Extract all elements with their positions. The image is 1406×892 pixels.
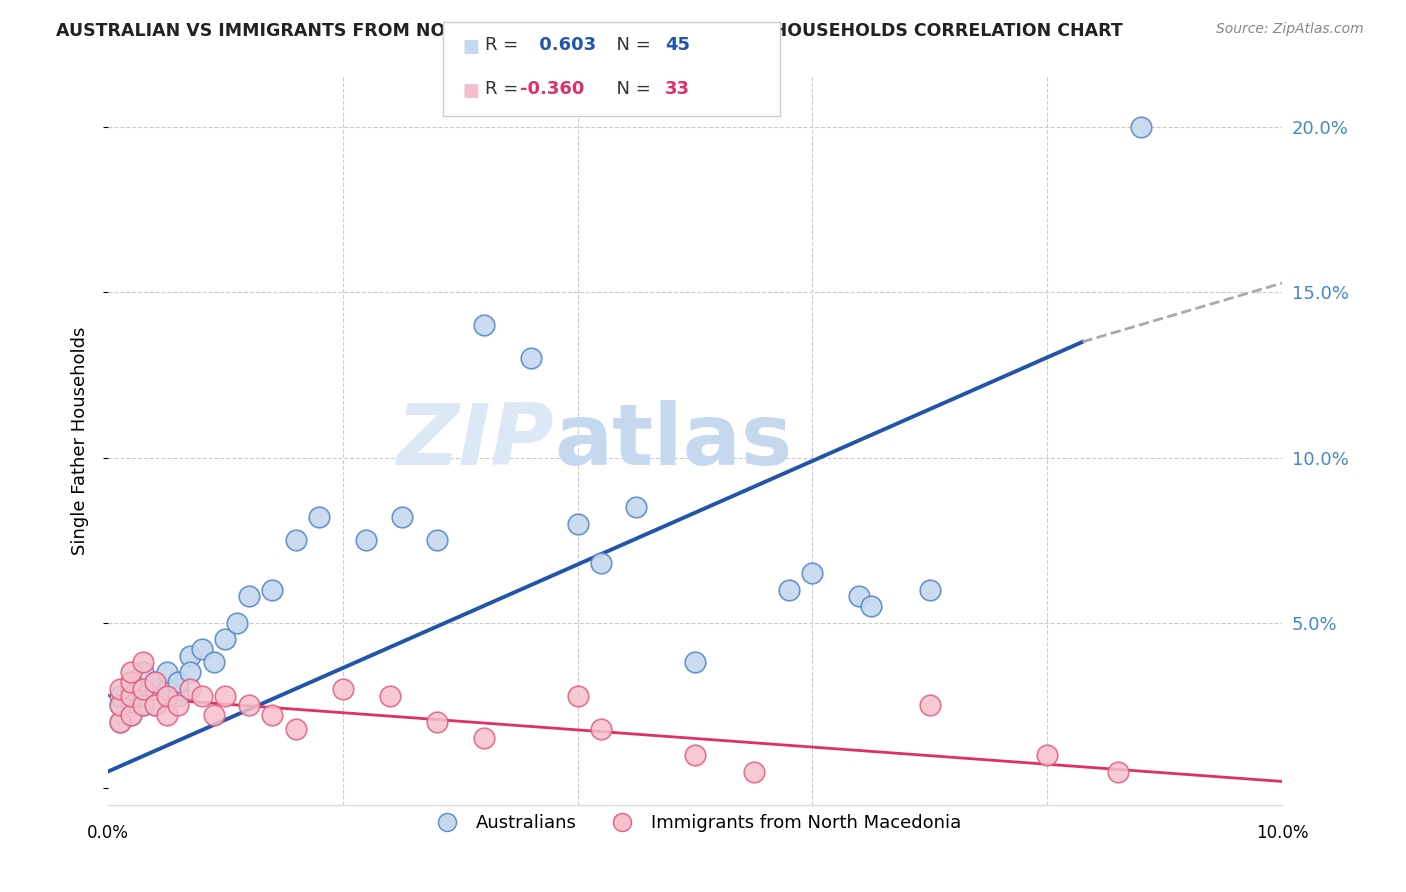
Point	[426, 714, 449, 729]
Point	[121, 681, 143, 696]
Point	[591, 557, 613, 571]
Point	[108, 698, 131, 713]
Point	[519, 351, 541, 366]
Point	[567, 689, 589, 703]
Point	[567, 516, 589, 531]
Point	[156, 708, 179, 723]
Point	[262, 582, 284, 597]
Point	[108, 714, 131, 729]
Legend: Australians, Immigrants from North Macedonia: Australians, Immigrants from North Maced…	[422, 806, 969, 839]
Point	[238, 590, 260, 604]
Point	[179, 681, 201, 696]
Point	[683, 656, 706, 670]
Point	[284, 533, 307, 548]
Text: ▪: ▪	[461, 75, 479, 103]
Point	[284, 722, 307, 736]
Point	[214, 689, 236, 703]
Point	[167, 698, 190, 713]
Point	[848, 590, 870, 604]
Text: ZIP: ZIP	[396, 400, 554, 483]
Text: 33: 33	[665, 80, 690, 98]
Point	[308, 510, 330, 524]
Point	[132, 656, 155, 670]
Point	[143, 675, 166, 690]
Point	[108, 698, 131, 713]
Text: 45: 45	[665, 36, 690, 54]
Point	[121, 689, 143, 703]
Point	[132, 689, 155, 703]
Point	[1036, 747, 1059, 762]
Point	[472, 731, 495, 746]
Point	[262, 708, 284, 723]
Point	[108, 714, 131, 729]
Point	[918, 582, 941, 597]
Point	[918, 698, 941, 713]
Point	[167, 681, 190, 696]
Point	[143, 698, 166, 713]
Text: R =: R =	[485, 36, 524, 54]
Text: 0.0%: 0.0%	[87, 824, 129, 842]
Point	[156, 689, 179, 703]
Text: atlas: atlas	[554, 400, 793, 483]
Point	[1130, 120, 1153, 134]
Point	[167, 689, 190, 703]
Point	[683, 747, 706, 762]
Point	[1107, 764, 1129, 779]
Text: N =: N =	[605, 80, 657, 98]
Point	[214, 632, 236, 647]
Point	[121, 675, 143, 690]
Point	[179, 665, 201, 680]
Point	[238, 698, 260, 713]
Point	[378, 689, 401, 703]
Point	[132, 681, 155, 696]
Point	[860, 599, 883, 614]
Point	[626, 500, 648, 515]
Text: 10.0%: 10.0%	[1256, 824, 1309, 842]
Point	[108, 681, 131, 696]
Point	[143, 681, 166, 696]
Point	[132, 698, 155, 713]
Text: Source: ZipAtlas.com: Source: ZipAtlas.com	[1216, 22, 1364, 37]
Text: -0.360: -0.360	[520, 80, 585, 98]
Point	[426, 533, 449, 548]
Y-axis label: Single Father Households: Single Father Households	[72, 326, 89, 555]
Text: ▪: ▪	[461, 30, 479, 59]
Point	[191, 642, 214, 657]
Point	[121, 675, 143, 690]
Point	[121, 665, 143, 680]
Text: AUSTRALIAN VS IMMIGRANTS FROM NORTH MACEDONIA SINGLE FATHER HOUSEHOLDS CORRELATI: AUSTRALIAN VS IMMIGRANTS FROM NORTH MACE…	[56, 22, 1123, 40]
Point	[108, 689, 131, 703]
Point	[391, 510, 413, 524]
Point	[156, 689, 179, 703]
Point	[179, 648, 201, 663]
Point	[778, 582, 800, 597]
Point	[143, 675, 166, 690]
Point	[167, 675, 190, 690]
Point	[132, 698, 155, 713]
Point	[202, 708, 225, 723]
Point	[226, 615, 249, 630]
Point	[121, 695, 143, 709]
Point	[121, 708, 143, 723]
Point	[121, 708, 143, 723]
Point	[191, 689, 214, 703]
Point	[143, 698, 166, 713]
Point	[132, 665, 155, 680]
Point	[156, 681, 179, 696]
Text: N =: N =	[605, 36, 657, 54]
Point	[472, 318, 495, 333]
Point	[132, 681, 155, 696]
Text: R =: R =	[485, 80, 524, 98]
Point	[742, 764, 765, 779]
Text: 0.603: 0.603	[533, 36, 596, 54]
Point	[356, 533, 378, 548]
Point	[202, 656, 225, 670]
Point	[591, 722, 613, 736]
Point	[801, 566, 824, 581]
Point	[332, 681, 354, 696]
Point	[156, 665, 179, 680]
